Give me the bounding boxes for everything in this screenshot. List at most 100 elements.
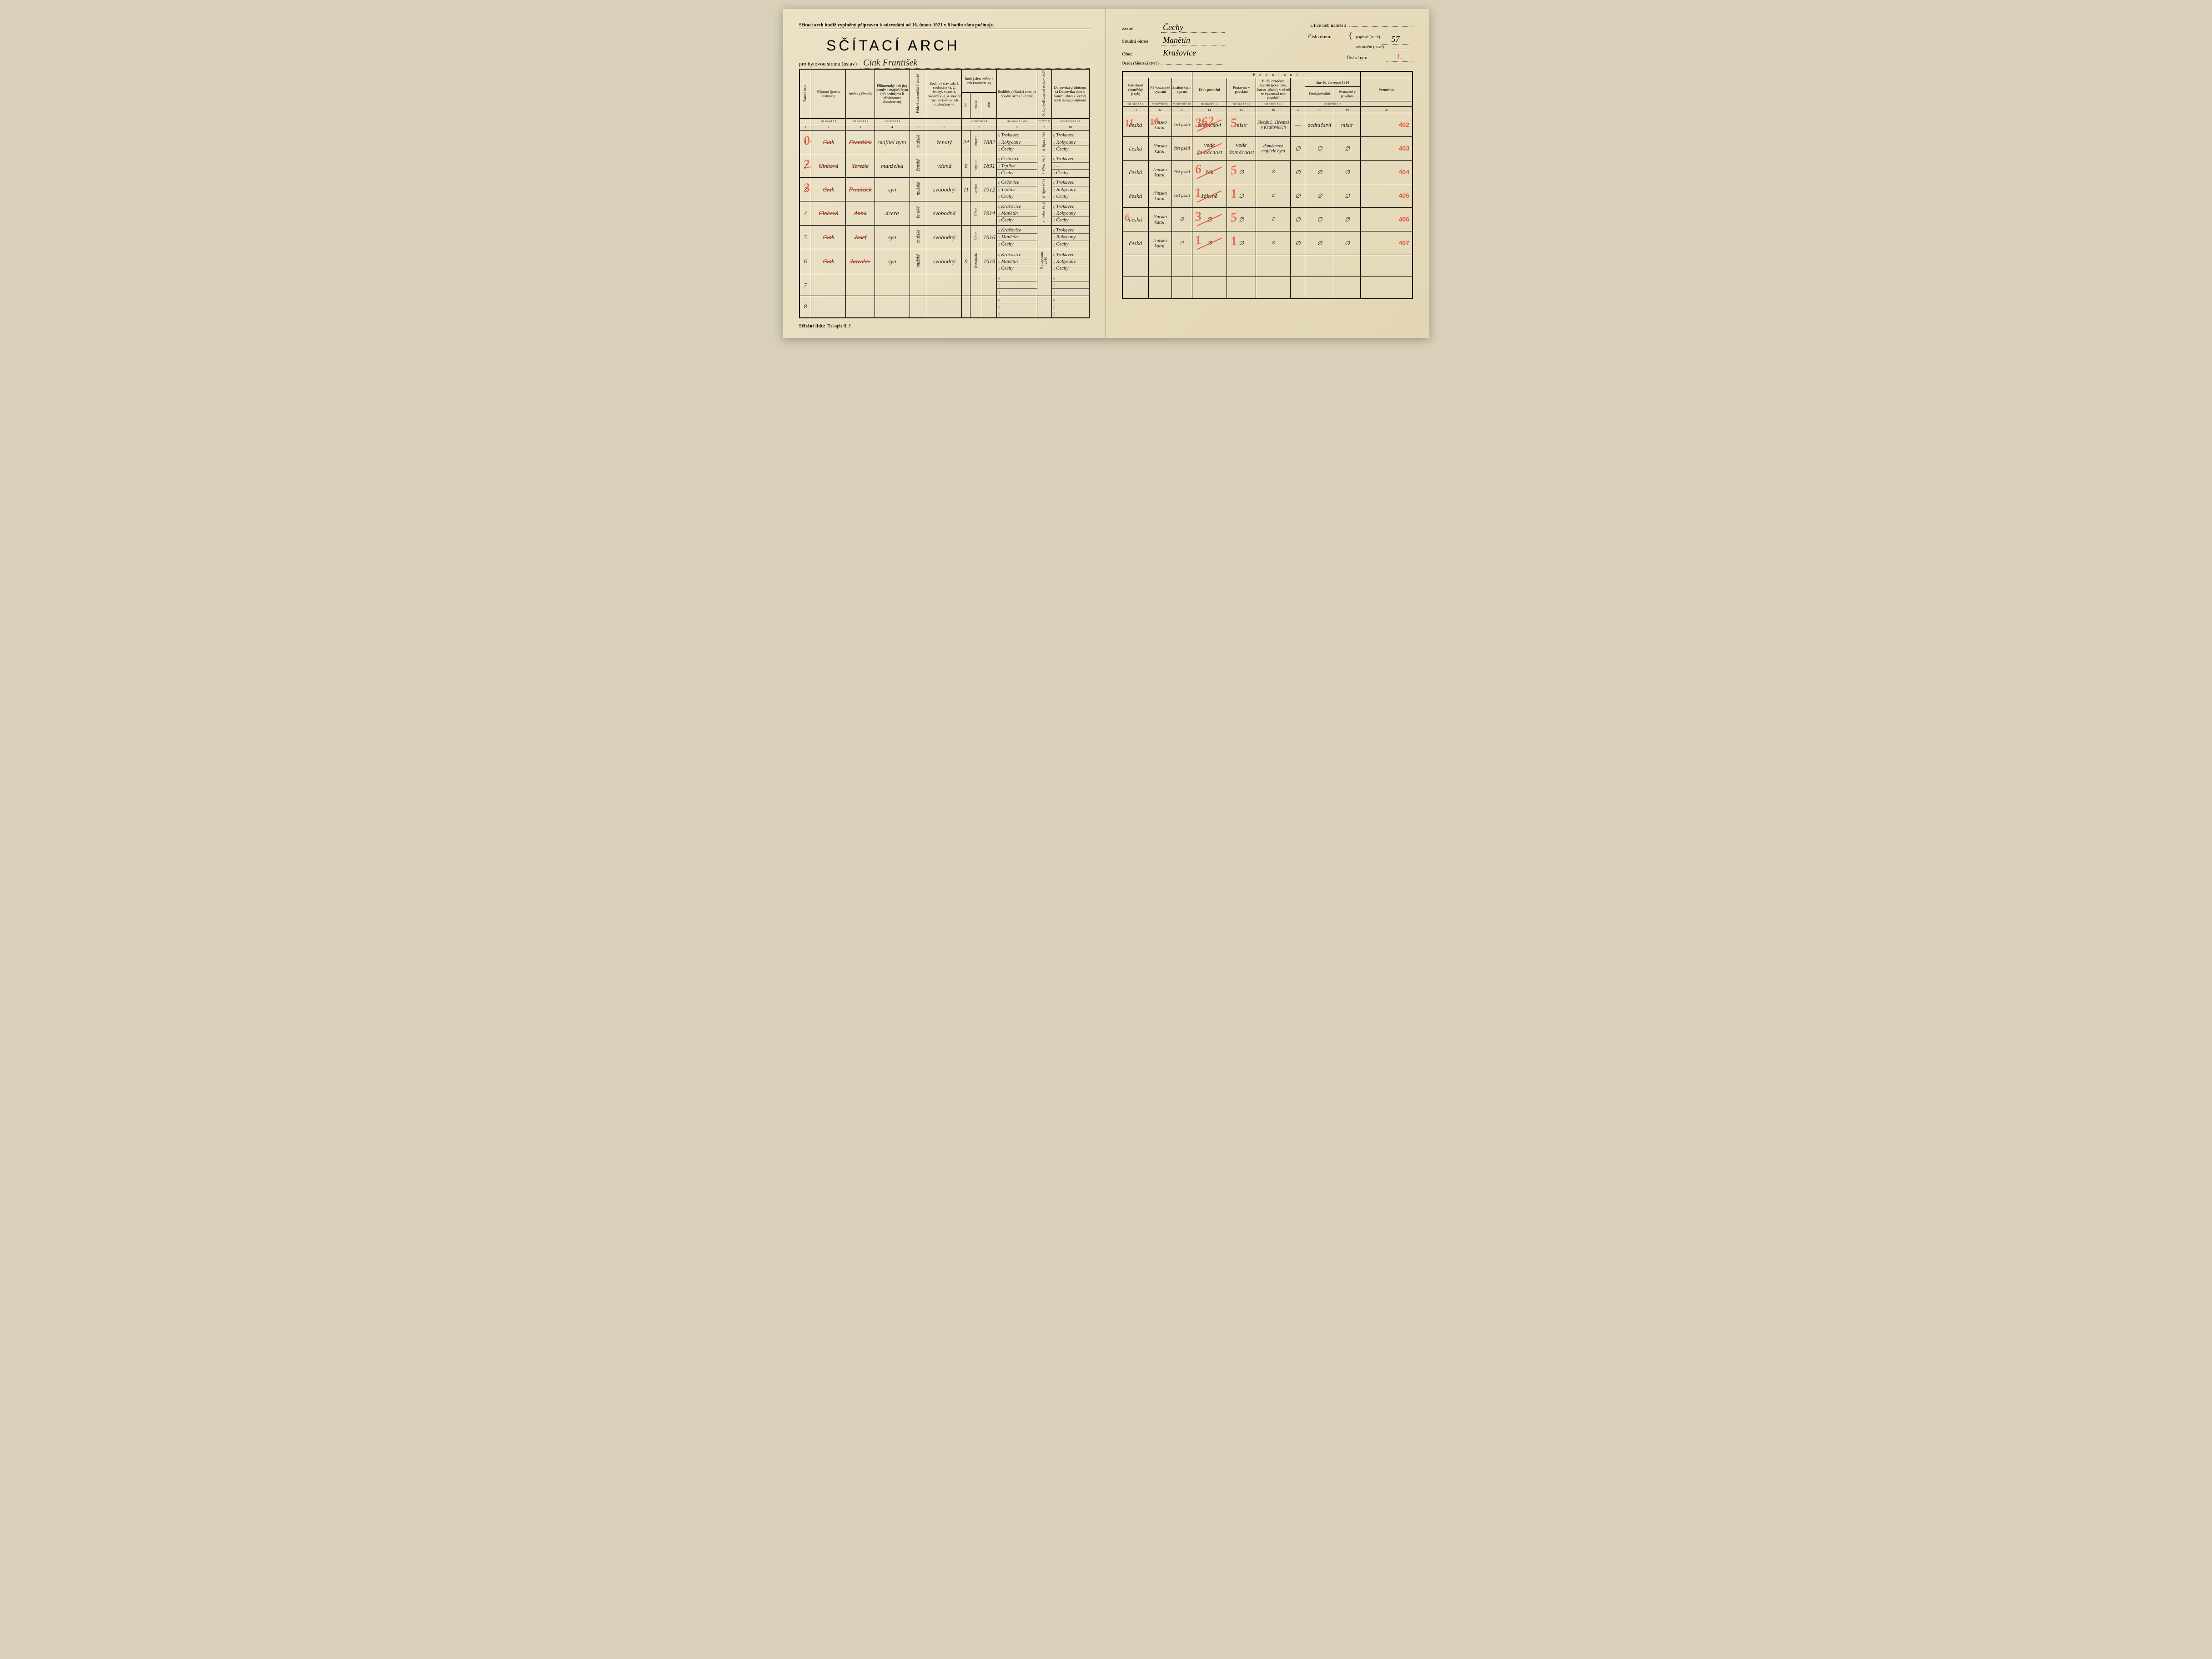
cell-extra: —: [1291, 113, 1305, 137]
cell-since: 6. října 1913: [1037, 178, 1051, 201]
cell-day: 6: [962, 154, 970, 178]
hdr-c7c: roku: [987, 102, 991, 108]
cell-occ1914: ∅: [1305, 231, 1334, 255]
hdr-c3: Jméno (křestní): [846, 69, 875, 119]
val-ulice: [1349, 26, 1413, 27]
cell-position: ∅1: [1227, 184, 1256, 208]
table-body-left: 104CinkFrantišekmajitel bytumužskéženatý…: [799, 131, 1089, 318]
cell-surname: Cinková: [811, 201, 845, 226]
cell-sex: mužské: [910, 249, 927, 274]
cell-marital: svobodná: [927, 201, 961, 226]
cell-position: ∅5: [1227, 208, 1256, 231]
cell-sex: mužské: [910, 226, 927, 249]
top-instruction: Sčítací arch budiž vyplněný připraven k …: [799, 23, 1090, 29]
lbl-orient: orientační (nové): [1356, 45, 1384, 49]
right-page: ZeměČechy Soudní okresManětín ObecKrašov…: [1106, 9, 1429, 338]
cell-literacy: ∅: [1171, 231, 1192, 255]
cell-relation: manželka: [875, 154, 910, 178]
hdr-1914: dne 16. července 1914: [1305, 78, 1360, 87]
table-row: [1122, 255, 1413, 277]
lbl-osada: Osada (Městská čtvrť): [1122, 61, 1159, 65]
table-row: 104CinkFrantišekmajitel bytumužskéženatý…: [799, 131, 1089, 154]
hdr-c17: Druh povolání: [1305, 87, 1334, 101]
cell-occupation: zedničství362: [1192, 113, 1227, 137]
cell-domicile: a)Trokavec b)— c)Čechy: [1051, 154, 1089, 178]
cell-nationality: česká: [1122, 184, 1148, 208]
cell-surname: Cinková: [811, 154, 845, 178]
val-zeme: Čechy: [1161, 23, 1225, 33]
cell-occ1914: zedničství: [1305, 113, 1334, 137]
cell-since: 6. října 1913: [1037, 154, 1051, 178]
cell-literacy: číst psáti: [1171, 137, 1192, 161]
table-body-right: česká11římsko katol.10číst psátizedničst…: [1122, 113, 1413, 299]
cell-employer: ∅: [1256, 161, 1291, 184]
table-row: českářímsko katol.číst psátižák6∅5∅∅∅∅40…: [1122, 161, 1413, 184]
cell-pos1914: mistr: [1334, 113, 1360, 137]
title-block: SČÍTACÍ ARCH: [826, 37, 1090, 54]
cell-month: října: [970, 226, 982, 249]
cell-extra: ∅: [1291, 161, 1305, 184]
cell-religion: římsko katol.: [1148, 137, 1171, 161]
cell-sex: mužské: [910, 131, 927, 154]
cell-rownum: 4: [799, 201, 811, 226]
cell-since: 9. listopadu 1919: [1037, 249, 1051, 274]
cell-note: 404: [1360, 161, 1413, 184]
lbl-cislo-domu: Číslo domu: [1308, 34, 1345, 40]
cell-birthplace: a)Čečovice b)Teplice c)Čechy: [996, 154, 1037, 178]
table-header-right: P o v o l á n í Národnost (mateřský jazy…: [1122, 71, 1413, 113]
cell-surname: Cink: [811, 249, 845, 274]
cell-note: 403: [1360, 137, 1413, 161]
footer-form-number: Tiskopis II. č.: [827, 324, 852, 329]
cell-firstname: František: [846, 131, 875, 154]
cell-domicile: a)Trokavec b)Rokycany c)Čechy: [1051, 201, 1089, 226]
cell-pos1914: ∅: [1334, 208, 1360, 231]
hdr-c10: Domovská příslušnost (a Domovská obec b …: [1051, 69, 1089, 119]
census-table-right: P o v o l á n í Národnost (mateřský jazy…: [1122, 71, 1413, 299]
cell-position: ∅5: [1227, 161, 1256, 184]
cell-month: října: [970, 201, 982, 226]
val-popisne: 57: [1382, 35, 1409, 45]
cell-relation: syn: [875, 178, 910, 201]
cell-pos1914: ∅: [1334, 184, 1360, 208]
cell-position: vede domácnost: [1227, 137, 1256, 161]
hdr-c16: Bližší označení závodu (pod- niku, ústav…: [1256, 78, 1291, 101]
cell-day: 9: [962, 249, 970, 274]
cell-marital: svobodný: [927, 249, 961, 274]
hdr-c1: Řadové číslo: [804, 85, 807, 101]
table-row: českářímsko katol.číst psátižákyně1∅1∅∅∅…: [1122, 184, 1413, 208]
cell-religion: římsko katol.: [1148, 161, 1171, 184]
cell-nationality: česká: [1122, 161, 1148, 184]
footer-left: Sčítání lidu: Tiskopis II. č.: [799, 324, 1090, 329]
hdr-c12: Ná- boženské vyznání: [1148, 78, 1171, 101]
cell-occupation: ∅1: [1192, 231, 1227, 255]
cell-birthplace: a)Krašovice b)Manětín c)Čechy: [996, 201, 1037, 226]
cell-occupation: žák6: [1192, 161, 1227, 184]
cell-sex: ženské: [910, 154, 927, 178]
cell-firstname: František: [846, 178, 875, 201]
subtitle-printed: pro bytovou stranu (ústav): [799, 60, 857, 67]
left-page: Sčítací arch budiž vyplněný připraven k …: [783, 9, 1106, 338]
cell-extra: ∅: [1291, 184, 1305, 208]
cell-firstname: Josef: [846, 226, 875, 249]
cell-birthplace: a)Čečovice b)Teplice c)Čechy: [996, 178, 1037, 201]
cell-marital: ženatý: [927, 131, 961, 154]
hdr-c6: Rodinný stav, zda 1. svobodný -á, 2. žen…: [927, 69, 961, 119]
hdr-c14: Druh povolání: [1192, 78, 1227, 101]
cell-extra: ∅: [1291, 231, 1305, 255]
cell-literacy: číst psáti: [1171, 113, 1192, 137]
table-row: 222CinkováTereziemanželkaženskévdaná6srp…: [799, 154, 1089, 178]
cell-firstname: Jaroslav: [846, 249, 875, 274]
table-header-left: Řadové číslo Příjmení (jméno rodinné) Jm…: [799, 69, 1089, 131]
main-title: SČÍTACÍ ARCH: [826, 37, 1090, 54]
cell-year: 1891: [982, 154, 996, 178]
val-osada: [1161, 64, 1225, 65]
cell-year: 1912: [982, 178, 996, 201]
cell-marital: svobodný: [927, 178, 961, 201]
cell-domicile: a)Trokavec b)Rokycany c)Čechy: [1051, 131, 1089, 154]
census-table-left: Řadové číslo Příjmení (jméno rodinné) Jm…: [799, 69, 1090, 318]
cell-birthplace: a)Krašovice b)Manětín c)Čechy: [996, 226, 1037, 249]
table-row: 7 a)b)c) a)b)c): [799, 274, 1089, 296]
cell-occupation: ∅3: [1192, 208, 1227, 231]
cell-occ1914: ∅: [1305, 161, 1334, 184]
table-row: česká11římsko katol.10číst psátizedničst…: [1122, 113, 1413, 137]
